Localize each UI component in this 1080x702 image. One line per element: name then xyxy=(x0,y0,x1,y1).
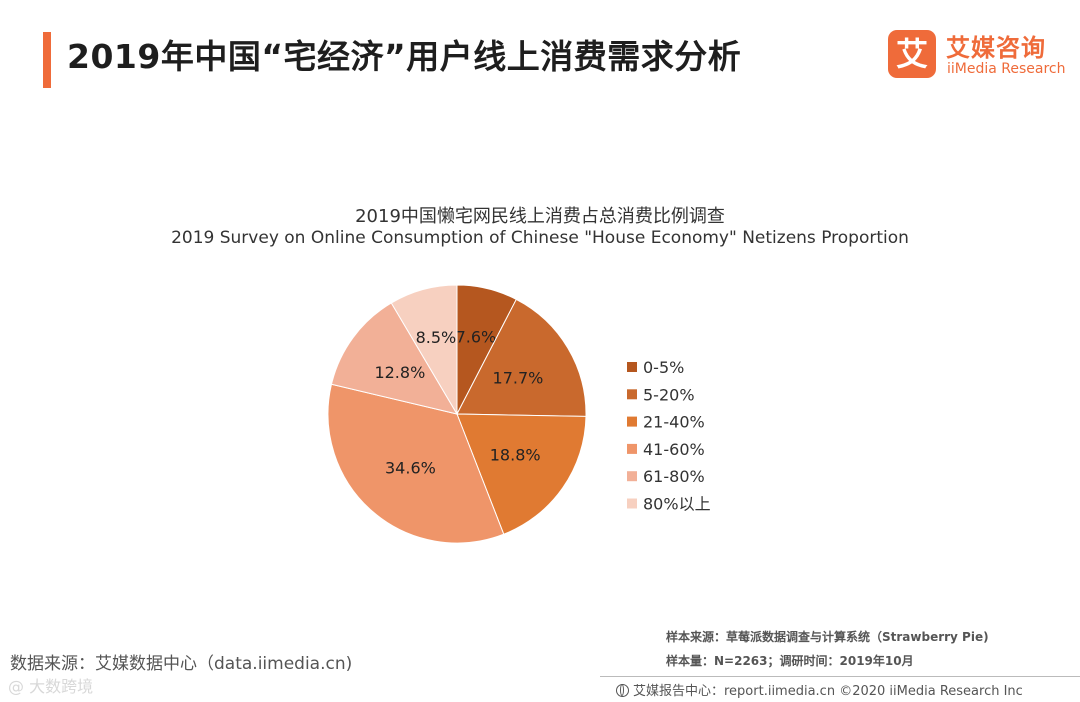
slice-label-2: 18.8% xyxy=(490,446,541,465)
legend-swatch-1 xyxy=(627,389,637,400)
pie-slice-1 xyxy=(456,298,587,417)
sample-source: 样本来源：草莓派数据调查与计算系统（Strawberry Pie) xyxy=(666,630,989,644)
legend-swatch-4 xyxy=(627,471,637,482)
slice-label-1: 17.7% xyxy=(493,369,544,388)
chart-subtitle: 2019 Survey on Online Consumption of Chi… xyxy=(171,228,909,248)
slice-label-3: 34.6% xyxy=(385,459,436,478)
globe-icon xyxy=(616,684,629,697)
logo-mark: 艾 xyxy=(888,30,936,78)
pie-slice-2 xyxy=(456,413,587,535)
copyright-text: 艾媒报告中心：report.iimedia.cn ©2020 iiMedia R… xyxy=(633,684,1023,699)
slice-label-4: 12.8% xyxy=(374,363,425,382)
footer-copyright: 艾媒报告中心：report.iimedia.cn ©2020 iiMedia R… xyxy=(616,680,1023,699)
slice-label-0: 7.6% xyxy=(456,327,497,346)
footer-divider xyxy=(600,676,1080,677)
legend-swatch-3 xyxy=(627,443,637,454)
sample-info: 样本量：N=2263；调研时间：2019年10月 xyxy=(666,654,914,668)
legend-label-1: 5-20% xyxy=(643,385,695,404)
watermark: @ 大数跨境 xyxy=(8,677,94,696)
pie-slice-5 xyxy=(390,284,458,416)
legend-swatch-2 xyxy=(627,416,637,427)
page-title: 2019年中国“宅经济”用户线上消费需求分析 xyxy=(67,37,742,76)
logo-name-en: iiMedia Research xyxy=(947,61,1066,77)
legend-label-3: 41-60% xyxy=(643,440,705,459)
pie-slice-3 xyxy=(327,383,505,544)
legend-label-5: 80%以上 xyxy=(643,495,711,514)
slice-label-5: 8.5% xyxy=(416,328,457,347)
legend-swatch-5 xyxy=(627,498,637,509)
legend-label-0: 0-5% xyxy=(643,358,684,377)
legend-swatch-0 xyxy=(627,362,637,372)
iimedia-logo: 艾 艾媒咨询 iiMedia Research xyxy=(886,30,1066,86)
title-accent-bar xyxy=(43,32,51,88)
data-source: 数据来源：艾媒数据中心（data.iimedia.cn) xyxy=(10,654,353,674)
legend-label-2: 21-40% xyxy=(643,413,705,432)
legend-label-4: 61-80% xyxy=(643,467,705,486)
pie-slice-4 xyxy=(330,302,459,415)
logo-name-cn: 艾媒咨询 xyxy=(946,34,1046,62)
chart-title: 2019中国懒宅网民线上消费占总消费比例调查 xyxy=(355,206,725,227)
